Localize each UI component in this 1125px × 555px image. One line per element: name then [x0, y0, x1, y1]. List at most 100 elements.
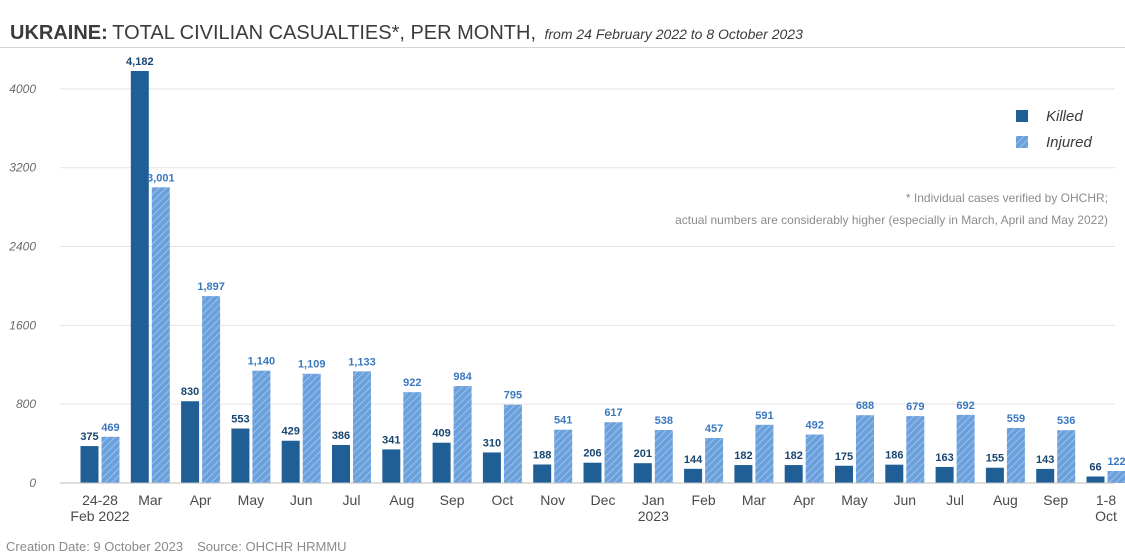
y-tick-label: 3200	[9, 161, 36, 175]
injured-bar	[503, 404, 522, 483]
injured-bar	[604, 422, 623, 483]
injured-value-label: 492	[806, 420, 824, 432]
killed-value-label: 143	[1036, 454, 1054, 466]
injured-bar	[202, 296, 221, 483]
annotation-note-line-2: actual numbers are considerably higher (…	[675, 213, 1108, 227]
injured-bar	[705, 437, 724, 483]
killed-value-label: 186	[885, 450, 903, 462]
legend-killed-swatch	[1016, 110, 1028, 122]
killed-bar	[382, 449, 401, 483]
injured-value-label: 3,001	[147, 172, 175, 184]
x-tick-label: Jul	[946, 492, 964, 508]
killed-bar	[332, 444, 350, 483]
killed-value-label: 66	[1089, 461, 1101, 473]
chart-title: UKRAINE: TOTAL CIVILIAN CASUALTIES*, PER…	[10, 22, 803, 45]
injured-value-label: 617	[604, 407, 622, 419]
injured-bar	[1057, 430, 1076, 483]
killed-value-label: 144	[684, 454, 703, 466]
killed-value-label: 201	[634, 448, 652, 460]
injured-bar	[856, 415, 874, 483]
legend-killed-label: Killed	[1046, 108, 1083, 125]
y-tick-label: 0	[29, 476, 36, 490]
creation-date: Creation Date: 9 October 2023	[6, 539, 184, 554]
killed-bar	[835, 465, 853, 483]
injured-bar	[1107, 470, 1125, 483]
x-tick-label: Jun	[894, 492, 917, 508]
killed-value-label: 175	[835, 451, 853, 463]
injured-bar	[302, 373, 321, 483]
killed-value-label: 182	[734, 450, 752, 462]
killed-bar	[734, 465, 753, 483]
x-tick-label: Apr	[793, 492, 815, 508]
title-country: UKRAINE:	[10, 22, 108, 44]
injured-value-label: 541	[554, 415, 572, 427]
injured-bar	[1006, 427, 1025, 483]
legend-injured-label: Injured	[1046, 134, 1093, 151]
x-tick-label: Aug	[993, 492, 1018, 508]
x-tick-label: Jul	[343, 492, 361, 508]
footer: Creation Date: 9 October 2023 Source: OHC…	[6, 539, 347, 554]
killed-bar	[1086, 476, 1105, 483]
x-tick-label: Feb	[692, 492, 716, 508]
killed-value-label: 409	[432, 428, 450, 440]
x-tick-label: 2023	[638, 508, 669, 524]
killed-value-label: 155	[986, 453, 1004, 465]
killed-value-label: 310	[483, 437, 501, 449]
x-tick-label: Oct	[1095, 508, 1117, 524]
killed-bar	[482, 452, 501, 483]
x-tick-label: May	[238, 492, 264, 508]
injured-value-label: 1,109	[298, 359, 326, 371]
x-tick-label: Feb 2022	[70, 508, 129, 524]
injured-value-label: 536	[1057, 415, 1075, 427]
injured-value-label: 679	[906, 401, 924, 413]
injured-value-label: 692	[956, 400, 974, 412]
killed-value-label: 429	[282, 426, 300, 438]
injured-value-label: 122	[1107, 456, 1125, 468]
killed-bar	[1036, 468, 1055, 483]
injured-value-label: 1,140	[248, 356, 276, 368]
x-tick-label: Mar	[742, 492, 766, 508]
killed-value-label: 206	[583, 448, 601, 460]
killed-bar	[935, 466, 954, 483]
killed-value-label: 375	[80, 431, 98, 443]
killed-bar	[583, 462, 602, 483]
killed-bar	[231, 428, 250, 483]
x-tick-label: Oct	[492, 492, 514, 508]
killed-bar	[633, 463, 652, 483]
y-tick-label: 4000	[9, 82, 36, 96]
injured-bar	[403, 392, 422, 483]
injured-bar	[906, 416, 925, 483]
killed-bar	[885, 464, 904, 483]
y-tick-label: 1600	[9, 318, 36, 332]
title-main: TOTAL CIVILIAN CASUALTIES*, PER MONTH,	[112, 22, 537, 44]
x-tick-label: May	[841, 492, 867, 508]
killed-value-label: 830	[181, 386, 199, 398]
injured-value-label: 1,897	[197, 281, 225, 293]
killed-bar	[281, 440, 300, 483]
x-tick-label: Apr	[190, 492, 212, 508]
killed-bar	[684, 468, 703, 483]
x-tick-label: 1-8	[1096, 492, 1116, 508]
killed-bar	[784, 465, 803, 483]
annotation-note-line-1: * Individual cases verified by OHCHR;	[906, 191, 1108, 205]
injured-bar	[353, 371, 371, 483]
killed-value-label: 182	[785, 450, 803, 462]
x-tick-label: Jun	[290, 492, 313, 508]
injured-bar	[956, 414, 975, 483]
killed-bar	[432, 442, 451, 483]
injured-bar	[805, 434, 824, 483]
title-divider	[0, 47, 1125, 48]
x-tick-label: Sep	[440, 492, 465, 508]
injured-value-label: 984	[453, 371, 472, 383]
x-tick-label: Aug	[389, 492, 414, 508]
injured-value-label: 591	[755, 410, 773, 422]
x-tick-label: Nov	[540, 492, 565, 508]
injured-bar	[453, 386, 472, 483]
injured-value-label: 457	[705, 423, 723, 435]
injured-bar	[151, 187, 170, 483]
x-tick-label: Jan	[642, 492, 665, 508]
injured-bar	[755, 424, 774, 483]
injured-bar	[554, 429, 573, 483]
killed-bar	[533, 464, 552, 483]
